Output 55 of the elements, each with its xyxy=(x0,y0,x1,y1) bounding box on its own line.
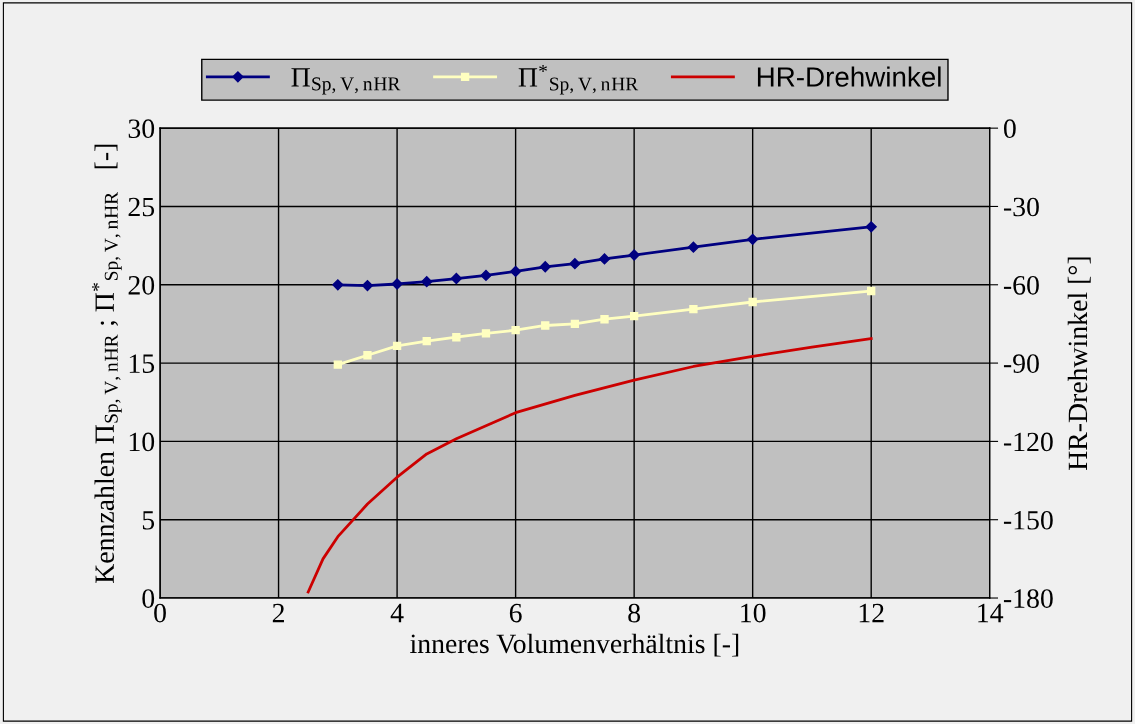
point xyxy=(363,351,372,360)
point xyxy=(422,336,431,346)
y-tick-label: 25 xyxy=(128,197,155,217)
point xyxy=(510,265,522,278)
point xyxy=(600,315,609,324)
y2-tick-label: -180 xyxy=(1003,589,1053,608)
point xyxy=(481,329,491,338)
x-tick-label: 4 xyxy=(390,603,404,623)
point xyxy=(480,269,492,281)
y2-tick-label: -120 xyxy=(1003,432,1053,452)
point xyxy=(747,233,759,245)
x-tick-label: 8 xyxy=(628,603,641,623)
y2-tick-label: 0 xyxy=(1003,119,1016,139)
y-tick-label: 15 xyxy=(129,354,155,373)
x-tick-label: 14 xyxy=(978,603,1004,623)
point xyxy=(511,326,520,335)
x-tick-label: 2 xyxy=(272,603,284,623)
point xyxy=(421,276,433,288)
point xyxy=(865,221,877,233)
point xyxy=(452,333,461,342)
point xyxy=(541,321,550,330)
point xyxy=(628,249,640,261)
point xyxy=(867,286,876,296)
y-tick-label: 30 xyxy=(128,119,155,139)
point xyxy=(539,261,551,273)
point xyxy=(450,272,462,285)
point xyxy=(598,253,611,265)
text: Kennzahlen Π$_{Sp,V,nHR}$ ; Π$^{*}$$_{Sp,V,nHR}$ [-] xyxy=(92,144,122,583)
x-tick-label: 6 xyxy=(509,603,522,623)
x-tick-label: 12 xyxy=(859,603,884,623)
point xyxy=(392,341,402,351)
point xyxy=(687,241,700,253)
point xyxy=(333,360,342,369)
point xyxy=(361,279,374,292)
point xyxy=(629,311,639,321)
legend-label: Π$^{*}$$_{Sp,V,nHR}$ xyxy=(518,64,639,95)
y2-tick-label: -60 xyxy=(1003,275,1039,295)
y2-axis-title: HR-Drehwinkel [°] xyxy=(1067,257,1091,471)
y2-tick-label: -150 xyxy=(1003,510,1053,530)
x-tick-label: 10 xyxy=(741,603,766,623)
point xyxy=(569,258,581,270)
point xyxy=(570,319,580,329)
y2-tick-label: -30 xyxy=(1003,197,1039,217)
point xyxy=(332,279,344,291)
y2-tick-label: -90 xyxy=(1003,354,1039,373)
y-tick-label: 10 xyxy=(129,432,155,452)
point xyxy=(748,297,757,307)
y-tick-label: 0 xyxy=(142,589,155,608)
legend-label: Π$_{Sp,V,nHR}$ xyxy=(291,68,401,95)
point xyxy=(689,304,698,314)
y-tick-label: 5 xyxy=(142,511,155,530)
legend-label: HR-Drehwinkel xyxy=(757,66,941,87)
line-series xyxy=(306,337,873,594)
x-axis-title: inneres Volumenverhältnis [-] xyxy=(410,633,739,657)
y-tick-label: 20 xyxy=(128,275,155,295)
